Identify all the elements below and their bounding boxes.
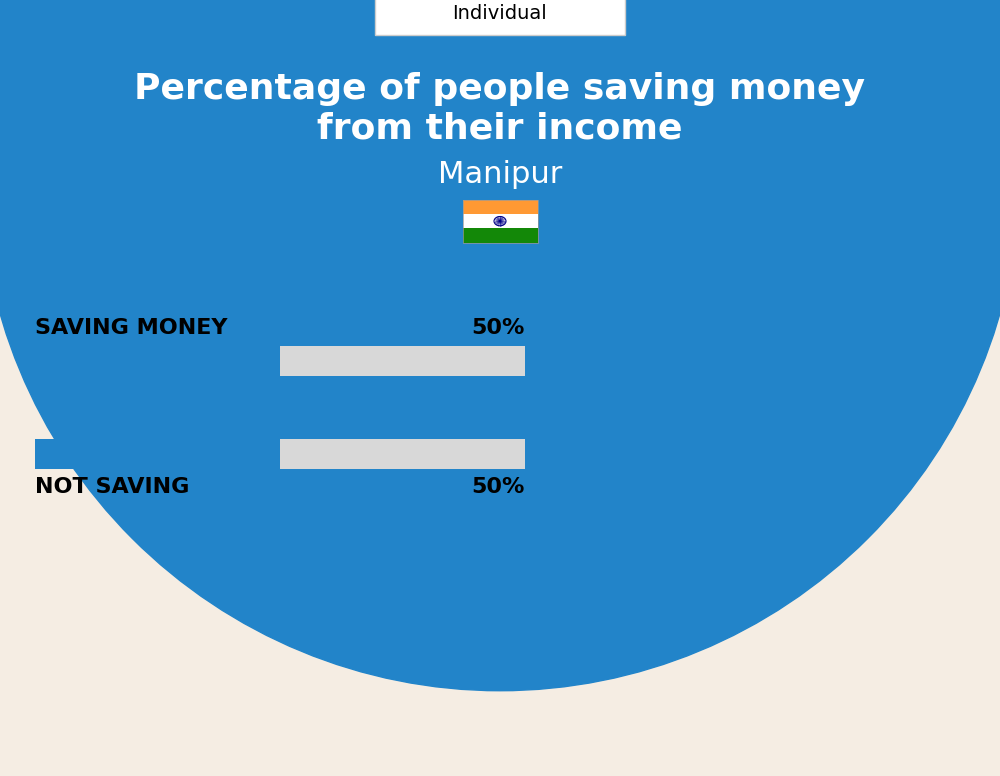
- Text: SAVING MONEY: SAVING MONEY: [35, 317, 228, 338]
- Bar: [0, 0, 1000, 171]
- Bar: [462, 214, 538, 228]
- FancyBboxPatch shape: [375, 0, 625, 35]
- Bar: [462, 200, 538, 214]
- Bar: [462, 228, 538, 242]
- Bar: [35, 439, 525, 469]
- Text: Individual: Individual: [453, 4, 547, 23]
- Text: Percentage of people saving money: Percentage of people saving money: [134, 72, 866, 106]
- Bar: [35, 439, 280, 469]
- Bar: [35, 346, 280, 376]
- Text: 50%: 50%: [472, 477, 525, 497]
- Text: from their income: from their income: [317, 111, 683, 145]
- Ellipse shape: [0, 0, 1000, 691]
- Text: NOT SAVING: NOT SAVING: [35, 477, 189, 497]
- Bar: [462, 199, 538, 242]
- Text: Manipur: Manipur: [438, 160, 562, 189]
- Bar: [35, 346, 525, 376]
- Text: 50%: 50%: [472, 317, 525, 338]
